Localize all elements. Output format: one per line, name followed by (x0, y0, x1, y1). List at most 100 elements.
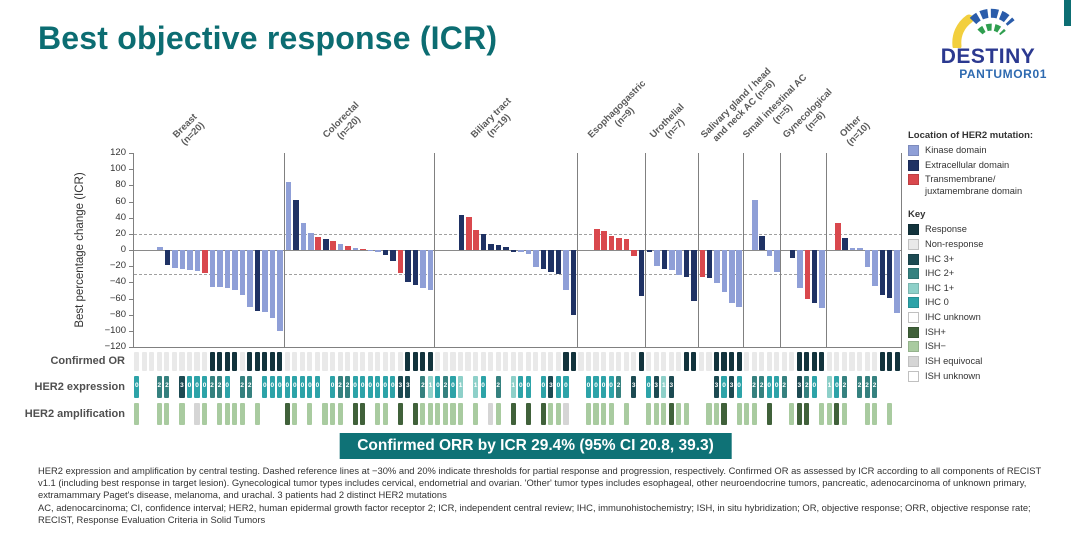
her2-expression-cell: 1 (473, 375, 479, 398)
confirmed-or-cell (465, 351, 471, 371)
confirmed-or-cell (668, 351, 674, 371)
waterfall-bar (293, 199, 299, 250)
row-slot (780, 351, 788, 371)
bar-slot (721, 153, 728, 347)
bar-slot (841, 153, 848, 347)
row-slot (223, 402, 231, 425)
row-slot (863, 402, 871, 425)
her2-expression-cell: 0 (194, 375, 200, 398)
bar-slot (766, 153, 773, 347)
row-slot (811, 402, 819, 425)
legend-item-label: ISH− (925, 341, 946, 353)
waterfall-bar (308, 233, 314, 250)
group-label-line: Colorectal (321, 99, 362, 141)
row-slot (607, 351, 615, 371)
confirmed-or-cell (872, 351, 878, 371)
row-slot (246, 351, 254, 371)
her2-amplification-cell (284, 402, 290, 425)
bar-slot (804, 153, 811, 347)
her2-expression-cell: 0 (834, 375, 840, 398)
her2-expression-cell: 1 (427, 375, 433, 398)
row-slot (585, 351, 593, 371)
row-slot (878, 351, 886, 371)
bar-slot (201, 153, 208, 347)
her2-expression-cell: 0 (382, 375, 388, 398)
her2-amplification-cell (706, 402, 712, 425)
row-slot (427, 402, 435, 425)
row-slot (306, 351, 314, 371)
her2-amplification-cell (864, 402, 870, 425)
her2-amplification-cell (525, 402, 531, 425)
legend-item: Transmembrane/juxtamembrane domain (908, 174, 1068, 197)
y-tick-label: −80 (109, 308, 126, 320)
group-label-n: (n=10) (844, 120, 873, 149)
legend-item-label: Extracellular domain (925, 160, 1009, 172)
her2-amplification-cell (457, 402, 464, 425)
waterfall-bar (857, 248, 863, 250)
row-slot (464, 402, 472, 425)
row-slot (366, 351, 374, 371)
row-slot (848, 402, 856, 425)
her2-expression-label: HER2 expression (34, 380, 125, 393)
her2-amplification-cell (201, 402, 208, 425)
legend-item-line: IHC unknown (925, 312, 981, 323)
group-label-line: Gynecological (781, 86, 835, 141)
waterfall-bar (202, 250, 208, 273)
row-slot (329, 351, 337, 371)
confirmed-or-cell (194, 351, 200, 371)
row-slot (878, 402, 886, 425)
bar-slot (329, 153, 336, 347)
bar-slot (367, 153, 374, 347)
key-legend-items: Response Non-response IHC 3+ IHC 2+ IHC 1+ IH… (908, 224, 1068, 382)
bar-slot (849, 153, 856, 347)
her2-expression-cell: 0 (774, 375, 780, 398)
row-slot (765, 351, 773, 371)
bar-slot (300, 153, 307, 347)
confirmed-or-cell (894, 351, 900, 371)
mutation-legend-items: Kinase domain Extracellular domain Transme… (908, 145, 1068, 197)
row-slot (487, 351, 495, 371)
waterfall-bar (412, 250, 419, 285)
her2-amplification-cell (563, 402, 569, 425)
row-group (577, 402, 645, 425)
her2-expression-cell: 0 (314, 375, 321, 398)
confirmed-or-cell (405, 351, 411, 371)
tumor-group (744, 153, 782, 347)
row-slot (735, 351, 743, 371)
row-slot: 3 (796, 375, 804, 398)
row-slot (743, 351, 751, 371)
row-slot (148, 351, 156, 371)
row-slot (705, 375, 713, 398)
waterfall-bar (623, 239, 630, 250)
y-tick-label: −120 (104, 341, 126, 352)
bar-slot (254, 153, 261, 347)
bar-slot (871, 153, 878, 347)
row-slot (404, 402, 412, 425)
confirmed-or-cell (728, 351, 735, 371)
row-slot: 2 (863, 375, 871, 398)
row-slot (434, 402, 442, 425)
row-slot (675, 351, 683, 371)
confirmed-or-cell (796, 351, 802, 371)
waterfall-bar (691, 250, 697, 301)
corner-accent (1064, 0, 1071, 26)
row-slot: 3 (728, 375, 736, 398)
bar-slot (473, 153, 480, 347)
row-slot (389, 402, 397, 425)
row-slot: 2 (615, 375, 623, 398)
row-slot (585, 402, 593, 425)
her2-amplification-cell (217, 402, 223, 425)
y-tick-mark (129, 314, 134, 316)
waterfall-bar (269, 250, 276, 318)
her2-expression-cell: 3 (631, 375, 637, 398)
row-slot (562, 351, 570, 371)
confirmed-or-cells (133, 351, 901, 371)
waterfall-bar (894, 250, 900, 314)
row-slot (841, 402, 849, 425)
footnote: HER2 expression and amplification by cen… (38, 465, 1043, 526)
row-slot (314, 402, 322, 425)
her2-expression-cell: 0 (601, 375, 607, 398)
her2-amplification-cell (495, 402, 501, 425)
row-group (780, 402, 825, 425)
